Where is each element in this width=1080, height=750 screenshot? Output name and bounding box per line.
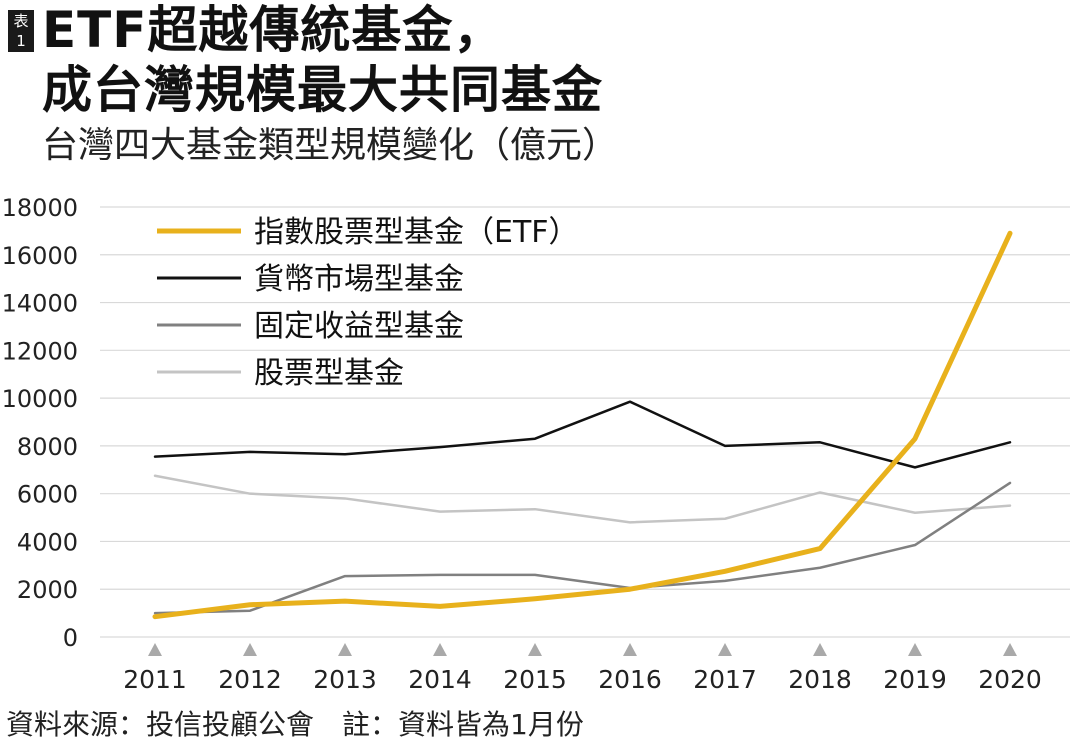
x-tick-label: 2018 (788, 665, 852, 694)
x-tick-label: 2016 (598, 665, 662, 694)
y-tick-label: 14000 (2, 290, 78, 318)
y-tick-label: 6000 (17, 481, 78, 509)
x-tick-marker (338, 643, 352, 656)
y-tick-label: 8000 (17, 433, 78, 461)
badge-label: 表 (13, 12, 29, 30)
legend-label-fixed_income: 固定收益型基金 (254, 309, 464, 344)
legend-label-money_market: 貨幣市場型基金 (254, 262, 464, 297)
x-tick-marker (623, 643, 637, 656)
series-line-money_market (153, 400, 1012, 469)
x-tick-marker (243, 643, 257, 656)
badge-number: 1 (16, 32, 26, 50)
title-line-2: 成台灣規模最大共同基金 (42, 61, 603, 119)
y-tick-label: 16000 (2, 242, 78, 270)
y-tick-label: 18000 (2, 194, 78, 222)
x-tick-label: 2020 (978, 665, 1042, 694)
x-tick-label: 2017 (693, 665, 757, 694)
x-tick-label: 2011 (123, 665, 187, 694)
x-tick-marker (1003, 643, 1017, 656)
x-tick-marker (528, 643, 542, 656)
x-tick-label: 2013 (313, 665, 377, 694)
x-axis: 2011 2012 2013 2014 2015 2016 2017 2018 2019 2020 (123, 643, 1042, 694)
x-tick-marker (433, 643, 447, 656)
y-tick-label: 2000 (17, 576, 78, 604)
x-tick-marker (718, 643, 732, 656)
x-tick-label: 2015 (503, 665, 567, 694)
line-chart: 0 2000 4000 6000 8000 10000 12000 14000 16000 180… (2, 194, 1070, 694)
chart-title: ETF超越傳統基金， 成台灣規模最大共同基金 (42, 0, 603, 120)
series-line-etf (152, 230, 1013, 620)
x-tick-marker (908, 643, 922, 656)
series-line-equity (153, 474, 1012, 524)
x-tick-marker (813, 643, 827, 656)
x-tick-label: 2012 (218, 665, 282, 694)
table-number-badge: 表 1 (8, 10, 34, 52)
y-tick-label: 0 (63, 624, 78, 652)
y-tick-label: 4000 (17, 528, 78, 556)
title-line-1: ETF超越傳統基金， (42, 1, 505, 59)
y-tick-label: 10000 (2, 385, 78, 413)
series-line-fixed_income (153, 481, 1012, 615)
y-axis: 0 2000 4000 6000 8000 10000 12000 14000 16000 180… (2, 194, 78, 652)
legend-label-equity: 股票型基金 (254, 356, 404, 391)
legend-label-etf: 指數股票型基金（ETF） (254, 215, 579, 250)
x-tick-marker (148, 643, 162, 656)
series-lines (152, 230, 1013, 620)
y-tick-label: 12000 (2, 337, 78, 365)
gridlines (100, 206, 1070, 638)
x-tick-label: 2019 (883, 665, 947, 694)
chart-subtitle: 台灣四大基金類型規模變化（億元） (42, 125, 619, 166)
source-note: 資料來源：投信投顧公會 註：資料皆為1月份 (6, 708, 584, 741)
x-tick-label: 2014 (408, 665, 472, 694)
